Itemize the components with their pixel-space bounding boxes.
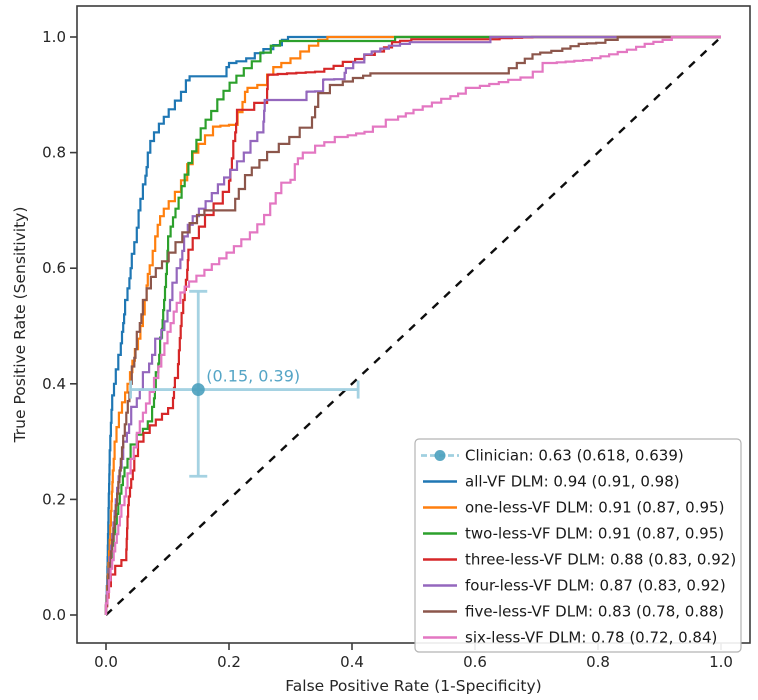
- x-tick-label: 1.0: [709, 653, 733, 671]
- x-tick-label: 0.8: [586, 653, 610, 671]
- legend-entry-label: Clinician: 0.63 (0.618, 0.639): [465, 447, 684, 465]
- y-tick-label: 0.4: [42, 375, 66, 393]
- y-tick-label: 0.2: [42, 490, 66, 508]
- x-tick-label: 0.0: [94, 653, 118, 671]
- x-tick-label: 0.2: [217, 653, 241, 671]
- y-tick-label: 1.0: [42, 28, 66, 46]
- legend-entry-label: five-less-VF DLM: 0.83 (0.78, 0.88): [465, 603, 724, 621]
- chance-diagonal-line: [105, 36, 722, 616]
- legend-entry-label: three-less-VF DLM: 0.88 (0.83, 0.92): [465, 551, 736, 569]
- roc-curve-six-less-VF: [104, 35, 721, 615]
- y-tick-label: 0.6: [42, 259, 66, 277]
- clinician-annotation: (0.15, 0.39): [206, 367, 300, 386]
- legend-box: [414, 438, 742, 653]
- roc-curve-five-less-VF: [104, 35, 721, 615]
- legend-entry-label: six-less-VF DLM: 0.78 (0.72, 0.84): [465, 629, 717, 647]
- legend-entry-label: all-VF DLM: 0.94 (0.91, 0.98): [465, 473, 680, 491]
- roc-curve-two-less-VF: [104, 35, 721, 615]
- legend-entry-label: two-less-VF DLM: 0.91 (0.87, 0.95): [465, 525, 724, 543]
- clinician-marker: [191, 383, 205, 397]
- y-tick-label: 0.0: [42, 606, 66, 624]
- x-axis-label: False Positive Rate (1-Specificity): [285, 677, 541, 695]
- legend-handle-marker: [434, 450, 446, 461]
- legend-entry-label: four-less-VF DLM: 0.87 (0.83, 0.92): [465, 577, 726, 595]
- plot-frame: [76, 5, 751, 644]
- y-tick-label: 0.8: [42, 144, 66, 162]
- legend-entry-label: one-less-VF DLM: 0.91 (0.87, 0.95): [465, 499, 724, 517]
- x-tick-label: 0.6: [463, 653, 487, 671]
- y-axis-label: True Positive Rate (Sensitivity): [11, 207, 29, 444]
- x-tick-label: 0.4: [340, 653, 364, 671]
